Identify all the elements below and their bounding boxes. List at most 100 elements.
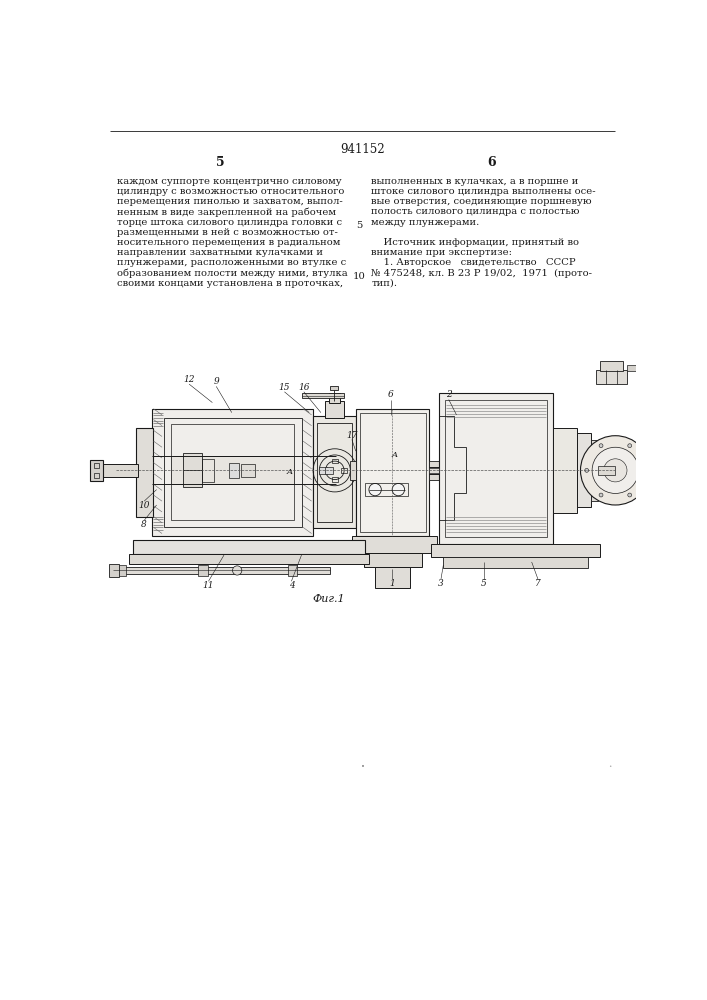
Bar bbox=[301, 393, 344, 398]
Text: 6: 6 bbox=[387, 390, 394, 399]
Text: 10: 10 bbox=[139, 500, 150, 510]
Bar bbox=[438, 393, 554, 544]
Bar bbox=[365, 483, 408, 496]
Bar bbox=[429, 468, 438, 473]
Circle shape bbox=[592, 447, 638, 493]
Text: торце штока силового цилиндра головки с: торце штока силового цилиндра головки с bbox=[117, 218, 342, 227]
Bar bbox=[313, 416, 356, 528]
Text: 11: 11 bbox=[203, 581, 214, 590]
Bar bbox=[132, 540, 365, 554]
Text: № 475248, кл. В 23 Р 19/02,  1971  (прото-: № 475248, кл. В 23 Р 19/02, 1971 (прото- bbox=[371, 268, 592, 278]
Text: штоке силового цилиндра выполнены осе-: штоке силового цилиндра выполнены осе- bbox=[371, 187, 596, 196]
Text: •: • bbox=[608, 764, 612, 769]
Bar bbox=[429, 461, 438, 480]
Bar bbox=[431, 544, 600, 557]
Text: размещенными в ней с возможностью от-: размещенными в ней с возможностью от- bbox=[117, 228, 338, 237]
Bar bbox=[119, 565, 127, 576]
Bar bbox=[443, 557, 588, 568]
Bar bbox=[627, 365, 650, 371]
Text: ненным в виде закрепленной на рабочем: ненным в виде закрепленной на рабочем bbox=[117, 207, 336, 217]
Bar bbox=[322, 468, 329, 473]
Bar bbox=[317, 423, 352, 522]
Text: Источник информации, принятый во: Источник информации, принятый во bbox=[371, 238, 579, 247]
Bar bbox=[171, 424, 293, 520]
Bar bbox=[577, 433, 590, 507]
Bar bbox=[288, 565, 297, 576]
Bar bbox=[136, 428, 153, 517]
Bar bbox=[330, 386, 338, 390]
Circle shape bbox=[369, 483, 381, 496]
Bar bbox=[163, 418, 301, 527]
Bar bbox=[600, 361, 623, 371]
Text: образованием полости между ними, втулка: образованием полости между ними, втулка bbox=[117, 268, 348, 278]
Bar bbox=[325, 401, 344, 418]
Bar bbox=[102, 464, 138, 477]
Circle shape bbox=[392, 483, 404, 496]
Circle shape bbox=[642, 468, 646, 472]
Text: цилиндру с возможностью относительного: цилиндру с возможностью относительного bbox=[117, 187, 344, 196]
Text: внимание при экспертизе:: внимание при экспертизе: bbox=[371, 248, 513, 257]
Circle shape bbox=[599, 444, 603, 448]
Bar bbox=[152, 409, 313, 536]
Bar bbox=[110, 564, 119, 577]
Bar bbox=[129, 554, 369, 564]
Bar bbox=[113, 567, 330, 574]
Bar bbox=[241, 464, 255, 477]
Text: 16: 16 bbox=[298, 383, 310, 392]
Text: 1. Авторское   свидетельство   СССР: 1. Авторское свидетельство СССР bbox=[371, 258, 576, 267]
Circle shape bbox=[599, 493, 603, 497]
Circle shape bbox=[628, 493, 631, 497]
Text: выполненных в кулачках, а в поршне и: выполненных в кулачках, а в поршне и bbox=[371, 177, 578, 186]
Text: Фиг.1: Фиг.1 bbox=[312, 594, 345, 604]
Bar bbox=[90, 460, 103, 481]
Text: 1: 1 bbox=[390, 579, 395, 588]
Circle shape bbox=[580, 436, 650, 505]
Text: 5: 5 bbox=[481, 579, 486, 588]
Text: 2: 2 bbox=[446, 390, 452, 399]
Bar bbox=[171, 456, 293, 484]
Bar bbox=[596, 370, 627, 384]
Text: носительного перемещения в радиальном: носительного перемещения в радиальном bbox=[117, 238, 341, 247]
Text: A: A bbox=[287, 468, 293, 476]
Bar bbox=[94, 473, 99, 478]
Text: 5: 5 bbox=[216, 156, 224, 169]
Text: 941152: 941152 bbox=[340, 143, 385, 156]
Text: 15: 15 bbox=[279, 383, 290, 392]
Bar bbox=[320, 466, 327, 474]
Bar bbox=[363, 553, 421, 567]
Bar bbox=[375, 567, 410, 588]
Bar bbox=[341, 468, 347, 473]
Bar bbox=[199, 565, 208, 576]
Text: направлении захватными кулачками и: направлении захватными кулачками и bbox=[117, 248, 323, 257]
Text: 3: 3 bbox=[438, 579, 444, 588]
Bar bbox=[332, 477, 338, 482]
Text: своими концами установлена в проточках,: своими концами установлена в проточках, bbox=[117, 279, 343, 288]
Bar bbox=[360, 413, 426, 532]
Text: полость силового цилиндра с полостью: полость силового цилиндра с полостью bbox=[371, 207, 580, 216]
Bar bbox=[590, 440, 598, 501]
Text: 9: 9 bbox=[214, 377, 219, 386]
Bar bbox=[183, 453, 202, 487]
Bar bbox=[356, 409, 429, 536]
Text: между плунжерами.: между плунжерами. bbox=[371, 218, 479, 227]
Text: каждом суппорте концентрично силовому: каждом суппорте концентрично силовому bbox=[117, 177, 341, 186]
Circle shape bbox=[585, 468, 589, 472]
Text: 12: 12 bbox=[183, 375, 195, 384]
Circle shape bbox=[233, 566, 242, 575]
Text: 17: 17 bbox=[346, 431, 358, 440]
Text: перемещения пинолью и захватом, выпол-: перемещения пинолью и захватом, выпол- bbox=[117, 197, 343, 206]
Bar bbox=[654, 363, 663, 373]
Bar bbox=[349, 461, 356, 480]
Bar bbox=[598, 466, 615, 475]
Bar bbox=[329, 393, 340, 403]
Text: 6: 6 bbox=[487, 156, 496, 169]
Text: 4: 4 bbox=[288, 581, 294, 590]
Bar bbox=[445, 400, 547, 537]
Circle shape bbox=[628, 444, 631, 448]
Bar bbox=[325, 466, 332, 474]
Bar bbox=[554, 428, 577, 513]
Text: 10: 10 bbox=[354, 272, 366, 281]
Bar bbox=[332, 459, 338, 463]
Text: 7: 7 bbox=[535, 579, 541, 588]
Text: 5: 5 bbox=[356, 221, 363, 230]
